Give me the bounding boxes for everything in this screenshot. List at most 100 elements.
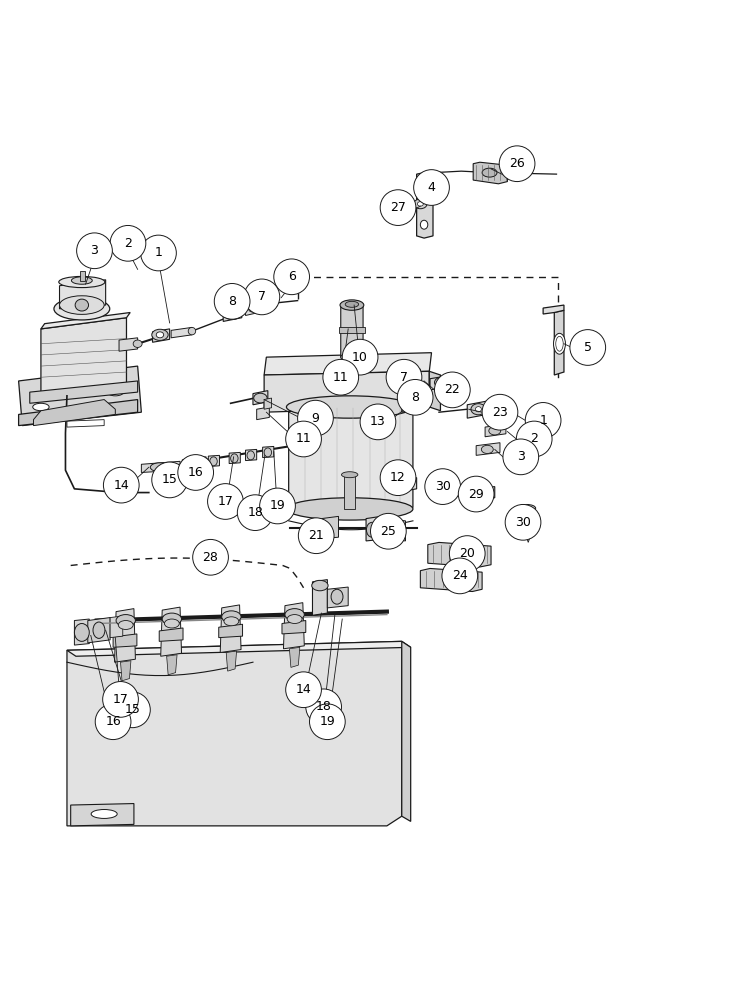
Polygon shape <box>312 580 327 615</box>
Ellipse shape <box>74 624 89 641</box>
Ellipse shape <box>451 549 467 560</box>
Text: 1: 1 <box>539 414 547 427</box>
Text: 22: 22 <box>444 383 461 396</box>
Polygon shape <box>394 478 417 493</box>
Ellipse shape <box>556 336 563 351</box>
Polygon shape <box>246 449 257 461</box>
Ellipse shape <box>414 199 427 209</box>
Polygon shape <box>264 353 432 375</box>
Text: 15: 15 <box>161 473 178 486</box>
Ellipse shape <box>497 409 507 417</box>
Polygon shape <box>67 641 402 826</box>
Ellipse shape <box>254 393 267 403</box>
Ellipse shape <box>196 458 204 467</box>
Polygon shape <box>88 618 110 643</box>
Ellipse shape <box>162 613 182 625</box>
Text: 28: 28 <box>202 551 219 564</box>
Ellipse shape <box>285 609 304 621</box>
Circle shape <box>360 404 396 440</box>
Polygon shape <box>399 376 411 390</box>
Ellipse shape <box>399 480 412 490</box>
Text: 3: 3 <box>91 244 98 257</box>
Polygon shape <box>366 516 381 541</box>
Ellipse shape <box>400 380 409 387</box>
Polygon shape <box>159 628 183 641</box>
Ellipse shape <box>387 522 399 537</box>
Circle shape <box>516 421 552 457</box>
Polygon shape <box>289 405 413 509</box>
Polygon shape <box>327 587 348 608</box>
Ellipse shape <box>133 340 142 347</box>
Text: 8: 8 <box>228 295 236 308</box>
Polygon shape <box>115 609 135 662</box>
Circle shape <box>110 225 146 261</box>
Text: 24: 24 <box>452 569 468 582</box>
Circle shape <box>244 279 280 315</box>
Polygon shape <box>19 400 138 426</box>
Circle shape <box>115 692 150 728</box>
Ellipse shape <box>315 520 328 536</box>
Polygon shape <box>226 651 237 671</box>
Circle shape <box>152 462 187 498</box>
Polygon shape <box>379 519 405 541</box>
Text: 3: 3 <box>517 450 525 463</box>
Polygon shape <box>214 551 220 563</box>
Polygon shape <box>430 375 452 390</box>
Circle shape <box>414 170 449 205</box>
Text: 15: 15 <box>124 703 141 716</box>
Ellipse shape <box>312 580 328 591</box>
Polygon shape <box>161 607 182 656</box>
Text: 1: 1 <box>155 246 162 259</box>
Polygon shape <box>113 634 137 647</box>
Text: 10: 10 <box>352 351 368 364</box>
Polygon shape <box>74 619 89 645</box>
Circle shape <box>310 704 345 740</box>
Ellipse shape <box>467 487 478 501</box>
Polygon shape <box>289 647 300 667</box>
Ellipse shape <box>482 168 497 177</box>
Ellipse shape <box>222 611 241 623</box>
Polygon shape <box>402 641 411 821</box>
Ellipse shape <box>286 498 413 520</box>
Polygon shape <box>282 621 306 634</box>
Ellipse shape <box>150 463 170 472</box>
Ellipse shape <box>417 202 423 206</box>
Ellipse shape <box>184 461 191 469</box>
Circle shape <box>214 283 250 319</box>
Text: 14: 14 <box>113 479 129 492</box>
Polygon shape <box>195 457 206 468</box>
Text: 29: 29 <box>468 488 484 501</box>
Circle shape <box>503 439 539 475</box>
Circle shape <box>260 488 295 524</box>
Circle shape <box>499 146 535 182</box>
Ellipse shape <box>231 454 238 463</box>
Text: 30: 30 <box>434 480 451 493</box>
Ellipse shape <box>152 329 168 340</box>
Polygon shape <box>219 624 243 638</box>
Ellipse shape <box>164 619 179 628</box>
Ellipse shape <box>188 327 196 335</box>
Text: 19: 19 <box>319 715 336 728</box>
Circle shape <box>458 476 494 512</box>
Text: 20: 20 <box>459 547 475 560</box>
Circle shape <box>178 455 214 490</box>
Polygon shape <box>467 400 491 418</box>
Circle shape <box>442 558 478 594</box>
Polygon shape <box>67 641 411 656</box>
Polygon shape <box>263 446 274 458</box>
Polygon shape <box>121 661 131 681</box>
Ellipse shape <box>224 308 240 320</box>
Polygon shape <box>30 381 138 403</box>
Polygon shape <box>41 318 126 396</box>
Text: 21: 21 <box>308 529 324 542</box>
Ellipse shape <box>405 400 417 409</box>
Text: 13: 13 <box>370 415 386 428</box>
Circle shape <box>434 372 470 408</box>
Circle shape <box>208 484 243 519</box>
Circle shape <box>103 682 138 717</box>
Polygon shape <box>472 487 495 500</box>
Circle shape <box>286 672 321 708</box>
Ellipse shape <box>489 427 501 435</box>
Text: 11: 11 <box>333 371 349 384</box>
Ellipse shape <box>286 396 413 418</box>
